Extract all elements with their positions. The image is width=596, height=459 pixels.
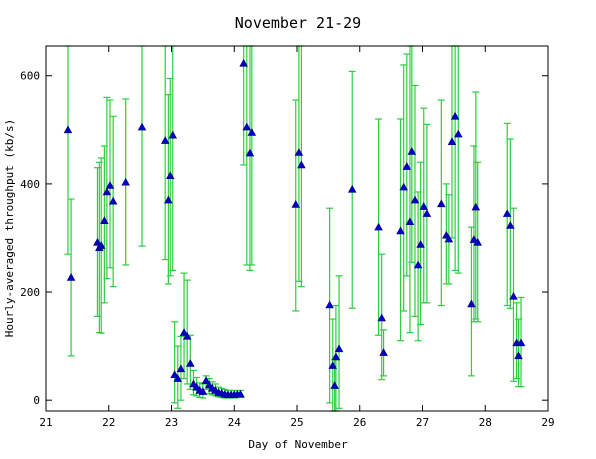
- error-bars-group: [64, 45, 525, 412]
- data-point-marker: [247, 128, 257, 136]
- data-point-marker: [437, 199, 446, 208]
- y-tick-label: 0: [33, 394, 40, 407]
- data-point-marker: [108, 196, 118, 205]
- data-point-marker: [502, 209, 512, 217]
- data-point-marker: [245, 148, 255, 157]
- data-point-marker: [469, 235, 479, 243]
- data-point-marker: [96, 241, 106, 249]
- y-tick-label: 400: [20, 178, 40, 191]
- x-tick-label: 24: [228, 416, 242, 429]
- data-point-marker: [450, 111, 460, 120]
- data-point-marker: [160, 136, 170, 144]
- data-point-marker: [509, 291, 518, 300]
- data-point-marker: [399, 182, 408, 191]
- x-tick-label: 27: [416, 416, 429, 429]
- data-point-marker: [168, 130, 178, 139]
- data-point-marker: [186, 358, 195, 367]
- data-point-marker: [405, 217, 415, 226]
- data-point-marker: [334, 344, 344, 353]
- x-tick-label: 23: [165, 416, 178, 429]
- x-tick-label: 29: [541, 416, 554, 429]
- x-tick-label: 22: [102, 416, 115, 429]
- data-point-marker: [170, 370, 179, 379]
- plot-frame: [45, 45, 549, 412]
- x-tick-label: 26: [353, 416, 366, 429]
- data-point-marker: [330, 381, 339, 389]
- data-point-marker: [514, 351, 523, 360]
- data-point-marker: [407, 147, 417, 155]
- chart-title: November 21-29: [235, 14, 361, 32]
- data-point-marker: [473, 237, 482, 246]
- data-point-marker: [422, 209, 432, 217]
- data-point-marker: [239, 58, 248, 67]
- data-point-marker: [294, 148, 304, 156]
- data-point-marker: [471, 202, 481, 211]
- markers-group: [63, 58, 526, 399]
- y-tick-label: 200: [20, 286, 40, 299]
- axis-ticks-group: 21 22 23 24 25 26 27 28 29 0 200 400 600: [20, 46, 555, 429]
- data-point-marker: [176, 364, 186, 373]
- data-point-marker: [121, 177, 130, 186]
- data-point-marker: [506, 221, 515, 229]
- data-point-marker: [173, 374, 183, 382]
- data-point-marker: [347, 184, 357, 193]
- data-point-marker: [377, 313, 386, 322]
- data-point-marker: [374, 222, 383, 231]
- data-point-marker: [331, 352, 341, 361]
- data-point-marker: [242, 122, 252, 131]
- data-point-marker: [413, 260, 423, 269]
- data-point-marker: [325, 300, 334, 309]
- data-point-marker: [516, 338, 526, 347]
- data-point-marker: [165, 171, 175, 180]
- data-point-marker: [291, 200, 301, 208]
- data-point-marker: [467, 299, 476, 308]
- x-tick-label: 21: [39, 416, 52, 429]
- error-bar: [335, 275, 343, 409]
- data-point-marker: [63, 125, 73, 134]
- error-bar: [64, 45, 72, 255]
- data-point-marker: [328, 361, 338, 369]
- data-point-marker: [419, 202, 429, 210]
- data-point-marker: [201, 376, 211, 384]
- error-bar: [451, 45, 459, 272]
- data-point-marker: [137, 122, 147, 131]
- data-point-marker: [297, 160, 306, 169]
- error-bar: [171, 321, 179, 404]
- data-point-marker: [105, 181, 115, 189]
- data-point-marker: [447, 137, 457, 145]
- data-point-marker: [402, 162, 412, 170]
- error-bar: [138, 45, 146, 247]
- data-point-marker: [236, 389, 245, 398]
- data-point-marker: [164, 195, 173, 204]
- data-point-marker: [444, 234, 454, 243]
- x-tick-label: 28: [479, 416, 492, 429]
- data-point-marker: [179, 328, 189, 336]
- error-bar: [180, 272, 188, 380]
- data-point-marker: [396, 226, 405, 235]
- x-tick-label: 25: [290, 416, 303, 429]
- data-point-marker: [379, 348, 388, 356]
- x-axis-label: Day of November: [248, 438, 348, 451]
- data-point-marker: [453, 129, 463, 138]
- data-point-marker: [416, 240, 425, 248]
- data-point-marker: [66, 273, 76, 281]
- data-point-marker: [182, 331, 192, 340]
- data-point-marker: [198, 387, 208, 395]
- data-point-marker: [100, 216, 109, 224]
- data-point-marker: [102, 187, 112, 196]
- data-point-marker: [410, 195, 420, 204]
- y-tick-label: 600: [20, 70, 40, 83]
- error-bar: [454, 45, 462, 274]
- y-axis-label: Hourly-averaged throughput (kb/s): [3, 119, 16, 338]
